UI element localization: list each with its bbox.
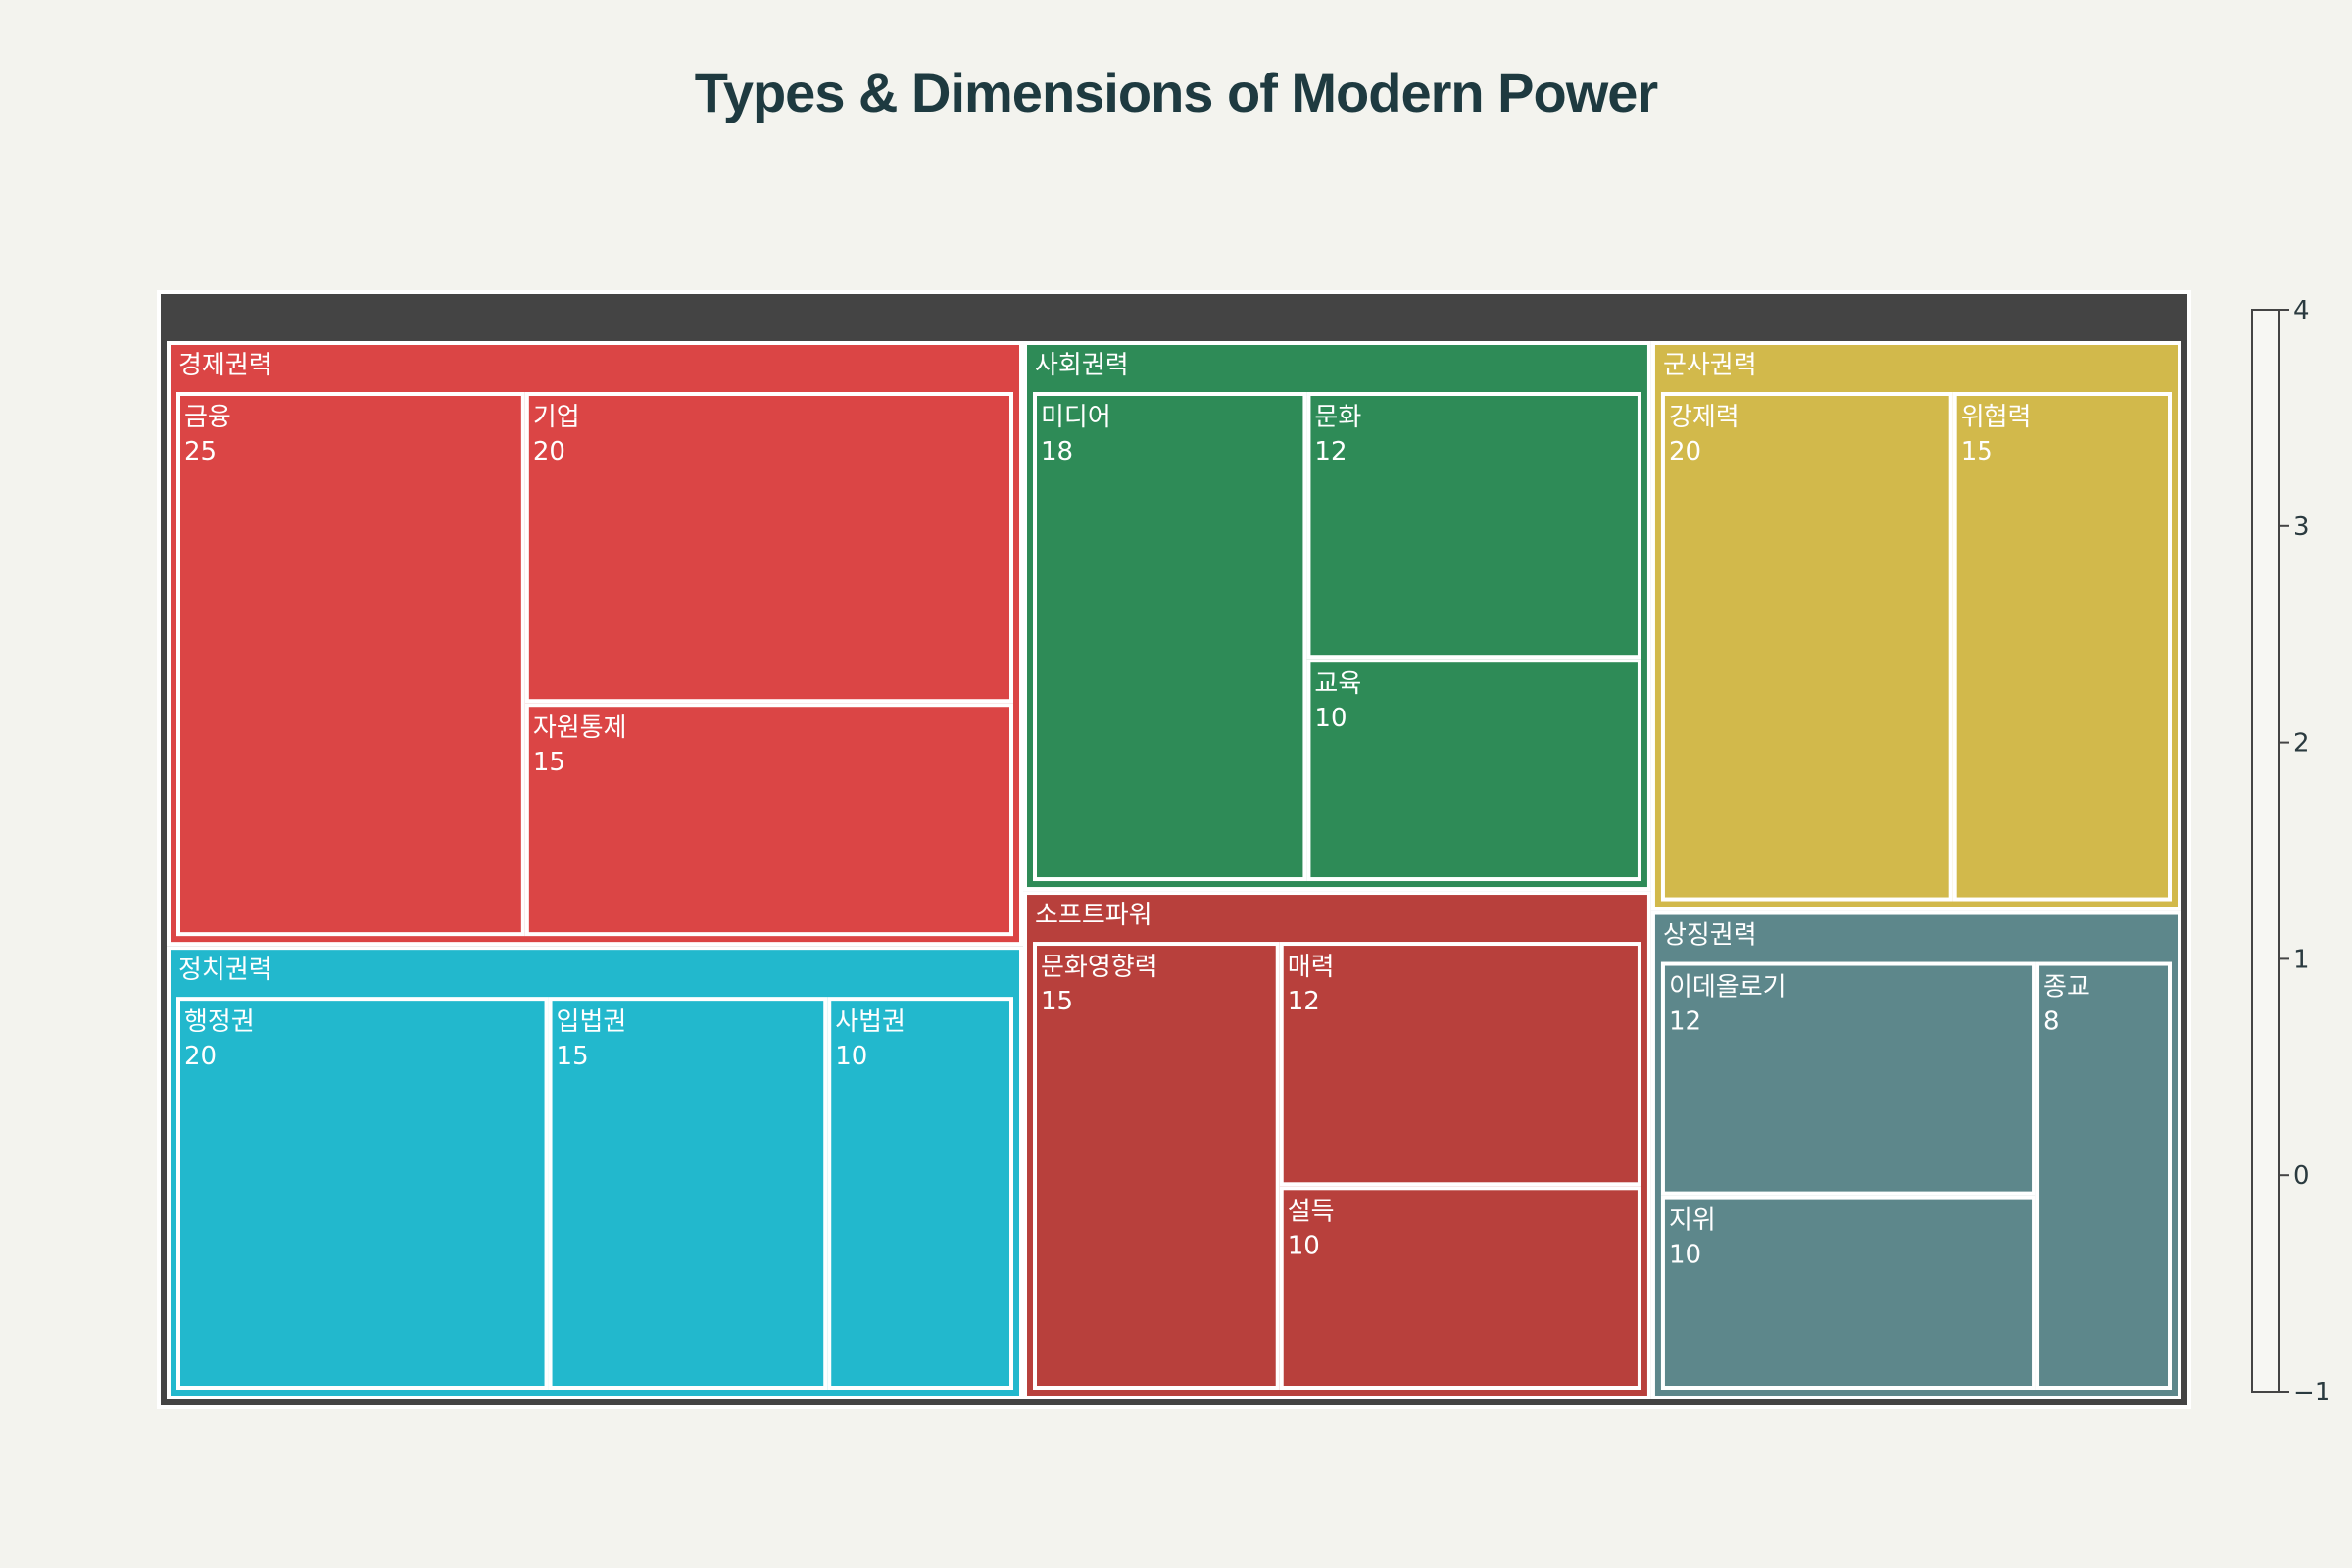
tile-value: 10 — [1288, 1231, 1320, 1260]
colorbar-tick-label: 4 — [2293, 296, 2310, 325]
tile-6-3[interactable]: 종교 8 — [2035, 961, 2172, 1390]
colorbar-tick-label: 2 — [2293, 729, 2310, 759]
tile-label: 설득 — [1288, 1197, 1335, 1226]
tile-value: 12 — [1669, 1007, 1701, 1037]
tile-1-3[interactable]: 자원통제 15 — [524, 703, 1014, 937]
tile-1-1[interactable]: 금융 25 — [176, 392, 525, 937]
group-label: 정치권력 — [178, 956, 272, 985]
tile-5-2[interactable]: 위협력 15 — [1952, 392, 2172, 902]
tile-value: 12 — [1314, 437, 1347, 466]
tile-label: 위협력 — [1961, 403, 2032, 432]
tile-4-3[interactable]: 설득 10 — [1279, 1186, 1642, 1390]
tile-value: 15 — [1961, 437, 1993, 466]
tile-label: 종교 — [2043, 973, 2090, 1003]
tile-2-2[interactable]: 입법권 15 — [548, 997, 828, 1390]
tile-fill — [1956, 396, 2168, 898]
tile-fill — [1664, 965, 2033, 1192]
tile-4-2[interactable]: 매력 12 — [1279, 942, 1642, 1187]
colorbar-tick-label: 0 — [2293, 1161, 2310, 1191]
tile-fill — [1310, 662, 1638, 878]
tile-fill — [1037, 396, 1303, 878]
colorbar-bar — [2251, 309, 2280, 1393]
tile-5-1[interactable]: 강제력 20 — [1660, 392, 1953, 902]
tile-label: 입법권 — [557, 1007, 627, 1037]
tile-fill — [2039, 965, 2168, 1386]
tile-label: 사법권 — [835, 1007, 906, 1037]
tile-value: 10 — [835, 1042, 867, 1071]
tile-label: 금융 — [184, 403, 231, 432]
colorbar: 4 3 2 1 0 −1 — [2251, 296, 2330, 1407]
tile-label: 이데올로기 — [1669, 973, 1787, 1003]
tile-value: 12 — [1288, 987, 1320, 1016]
group-label: 군사권력 — [1663, 351, 1757, 380]
chart-title: Types & Dimensions of Modern Power — [694, 62, 1658, 123]
group-label: 상징권력 — [1663, 921, 1757, 951]
tile-value: 10 — [1314, 704, 1347, 733]
tile-value: 25 — [184, 437, 217, 466]
tile-4-1[interactable]: 문화영향력 15 — [1033, 942, 1280, 1390]
tile-fill — [552, 1001, 824, 1386]
tile-3-2[interactable]: 문화 12 — [1306, 392, 1642, 660]
tile-value: 18 — [1041, 437, 1073, 466]
tile-fill — [831, 1001, 1010, 1386]
tile-fill — [180, 396, 521, 933]
tile-label: 지위 — [1669, 1206, 1716, 1236]
colorbar-tick-label: 1 — [2293, 945, 2310, 974]
tile-label: 매력 — [1288, 953, 1335, 982]
tile-label: 문화 — [1314, 403, 1361, 432]
tile-3-3[interactable]: 교육 10 — [1306, 659, 1642, 882]
tile-label: 자원통제 — [533, 713, 627, 743]
tile-fill — [1664, 1199, 2033, 1386]
tile-fill — [1664, 396, 1949, 898]
group-label: 사회권력 — [1035, 351, 1129, 380]
tile-label: 강제력 — [1669, 403, 1740, 432]
tile-fill — [1310, 396, 1638, 656]
tile-2-1[interactable]: 행정권 20 — [176, 997, 549, 1390]
tile-value: 20 — [1669, 437, 1701, 466]
tile-6-2[interactable]: 지위 10 — [1660, 1195, 2036, 1390]
tile-label: 기업 — [533, 403, 580, 432]
tile-label: 미디어 — [1041, 403, 1111, 432]
tile-value: 20 — [184, 1042, 217, 1071]
tile-fill — [1283, 946, 1638, 1183]
tile-value: 15 — [557, 1042, 589, 1071]
group-label: 소프트파워 — [1035, 901, 1152, 930]
tile-fill — [1283, 1190, 1638, 1386]
tile-label: 교육 — [1314, 669, 1361, 699]
tile-6-1[interactable]: 이데올로기 12 — [1660, 961, 2036, 1196]
tile-3-1[interactable]: 미디어 18 — [1033, 392, 1307, 882]
tile-fill — [528, 707, 1010, 933]
tile-value: 15 — [533, 748, 565, 777]
tile-fill — [528, 396, 1010, 700]
tile-label: 행정권 — [184, 1007, 255, 1037]
group-label: 경제권력 — [178, 351, 272, 380]
tile-value: 8 — [2043, 1007, 2060, 1037]
tile-value: 15 — [1041, 987, 1073, 1016]
tile-value: 10 — [1669, 1241, 1701, 1270]
tile-fill — [180, 1001, 545, 1386]
colorbar-tick-label: 3 — [2293, 513, 2310, 542]
tile-2-3[interactable]: 사법권 10 — [827, 997, 1014, 1390]
tile-label: 문화영향력 — [1041, 953, 1158, 982]
tile-1-2[interactable]: 기업 20 — [524, 392, 1014, 704]
tile-value: 20 — [533, 437, 565, 466]
colorbar-tick-label: −1 — [2293, 1378, 2330, 1407]
tile-fill — [1037, 946, 1276, 1386]
